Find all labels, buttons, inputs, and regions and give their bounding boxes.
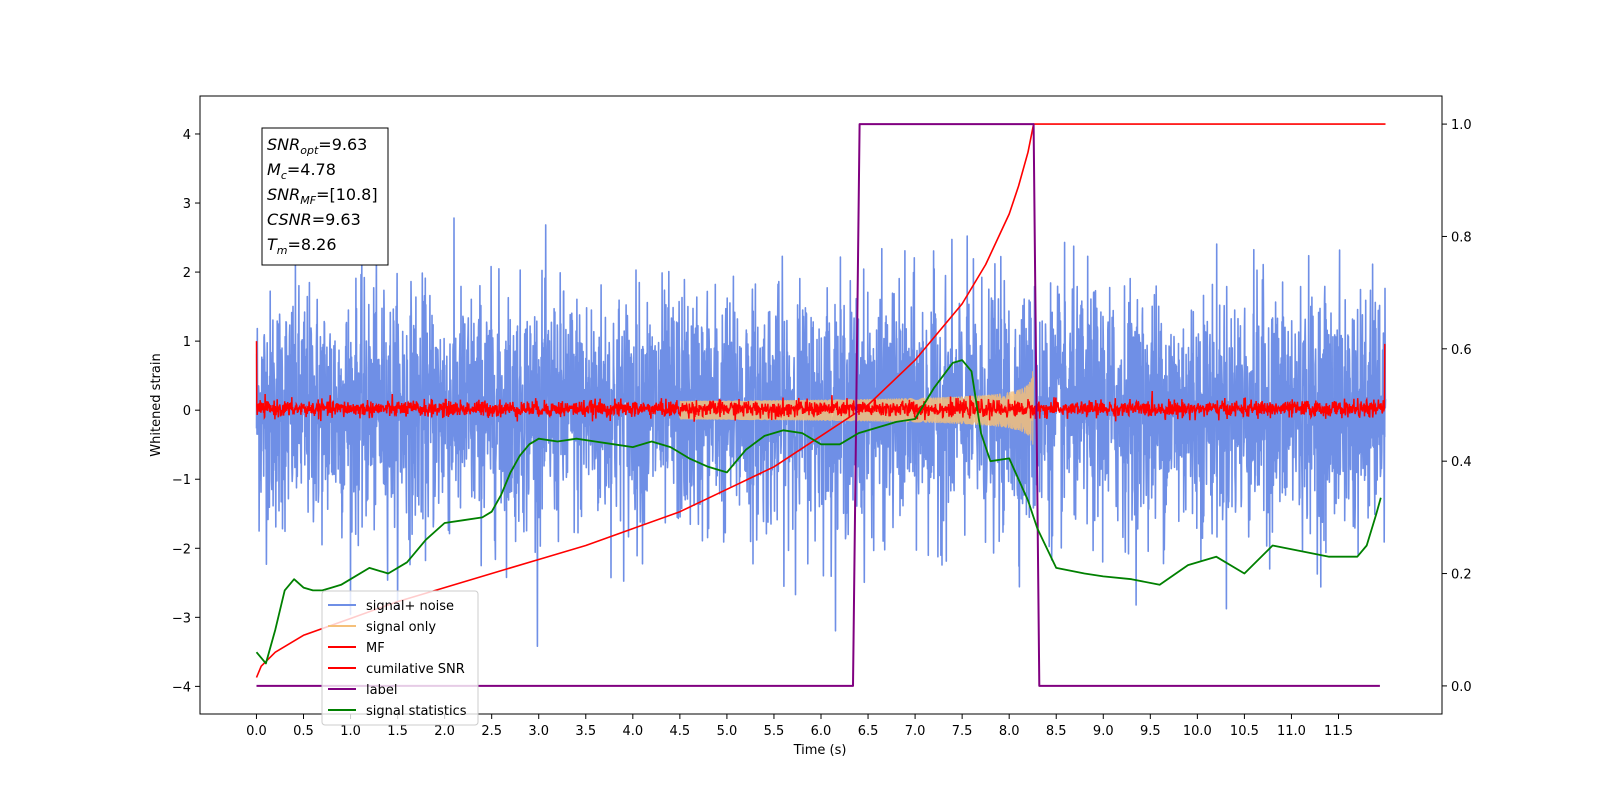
- series-label: [256, 123, 1380, 687]
- y2-tick-label: 0.6: [1451, 343, 1472, 358]
- y2-tick-label: 0.8: [1451, 230, 1472, 245]
- y-axis-label: Whitened strain: [149, 353, 164, 456]
- x-tick-label: 8.0: [999, 724, 1020, 739]
- x-tick-label: 6.0: [811, 724, 832, 739]
- y-axis-right: 0.0 0.2 0.4 0.6 0.8 1.0: [1442, 118, 1472, 695]
- x-tick-label: 10.5: [1230, 724, 1259, 739]
- x-tick-label: 3.0: [528, 724, 549, 739]
- y-axis-left: −4 −3 −2 −1 0 1 2 3 4: [172, 128, 200, 695]
- x-tick-label: 7.0: [905, 724, 926, 739]
- series-signal-noise: [255, 217, 1387, 648]
- annotation-frame: [261, 127, 389, 266]
- x-tick-label: 9.0: [1093, 724, 1114, 739]
- legend-frame: [321, 590, 479, 726]
- legend-label: cumilative SNR: [366, 662, 465, 677]
- legend-label: signal+ noise: [366, 599, 454, 614]
- x-tick-label: 9.5: [1140, 724, 1161, 739]
- x-tick-label: 0.0: [246, 724, 267, 739]
- x-tick-label: 7.5: [952, 724, 973, 739]
- y-tick-label: 2: [183, 266, 191, 281]
- annotation-line: Mc=4.78: [267, 160, 336, 182]
- legend: signal+ noise signal only MF cumilative SNR…: [321, 590, 479, 726]
- legend-label: MF: [366, 641, 385, 656]
- legend-label: label: [366, 683, 397, 698]
- y-tick-label: 0: [183, 404, 191, 419]
- x-tick-label: 8.5: [1046, 724, 1067, 739]
- y-tick-label: −3: [172, 611, 191, 626]
- y-tick-label: 1: [183, 335, 191, 350]
- x-tick-label: 1.5: [387, 724, 408, 739]
- y2-tick-label: 0.0: [1451, 680, 1472, 695]
- y-tick-label: −1: [172, 473, 191, 488]
- x-tick-label: 11.0: [1277, 724, 1306, 739]
- y2-tick-label: 0.2: [1451, 568, 1472, 583]
- x-tick-label: 5.0: [717, 724, 738, 739]
- series-mf: [255, 341, 1386, 422]
- x-tick-label: 4.5: [670, 724, 691, 739]
- legend-label: signal statistics: [366, 704, 467, 719]
- annotation-line: SNRMF=[10.8]: [267, 185, 378, 207]
- x-axis-label: Time (s): [793, 743, 847, 758]
- y-tick-label: −4: [172, 680, 191, 695]
- legend-label: signal only: [366, 620, 436, 635]
- x-tick-label: 6.5: [858, 724, 879, 739]
- y-tick-label: 3: [183, 197, 191, 212]
- y-tick-label: −2: [172, 542, 191, 557]
- y2-tick-label: 1.0: [1451, 118, 1472, 133]
- y2-tick-label: 0.4: [1451, 455, 1472, 470]
- annotation-box: SNRopt=9.63 Mc=4.78 SNRMF=[10.8] CSNR=9.63 T…: [261, 127, 389, 266]
- x-tick-label: 11.5: [1324, 724, 1353, 739]
- x-axis: 0.0 0.5 1.0 1.5 2.0 2.5 3.0 3.5 4.0 4.5 5.0 5.5 6.0 6…: [246, 714, 1353, 739]
- x-tick-label: 5.5: [764, 724, 785, 739]
- y-tick-label: 4: [183, 128, 191, 143]
- x-tick-label: 2.5: [481, 724, 502, 739]
- series-signal-statistics: [255, 359, 1382, 665]
- x-tick-label: 1.0: [340, 724, 361, 739]
- x-tick-label: 2.0: [434, 724, 455, 739]
- x-tick-label: 4.0: [622, 724, 643, 739]
- annotation-line: Tm=8.26: [267, 235, 337, 257]
- x-tick-label: 10.0: [1183, 724, 1212, 739]
- x-tick-label: 3.5: [575, 724, 596, 739]
- annotation-line: SNRopt=9.63: [267, 135, 367, 157]
- x-tick-label: 0.5: [293, 724, 314, 739]
- annotation-line: CSNR=9.63: [267, 210, 361, 229]
